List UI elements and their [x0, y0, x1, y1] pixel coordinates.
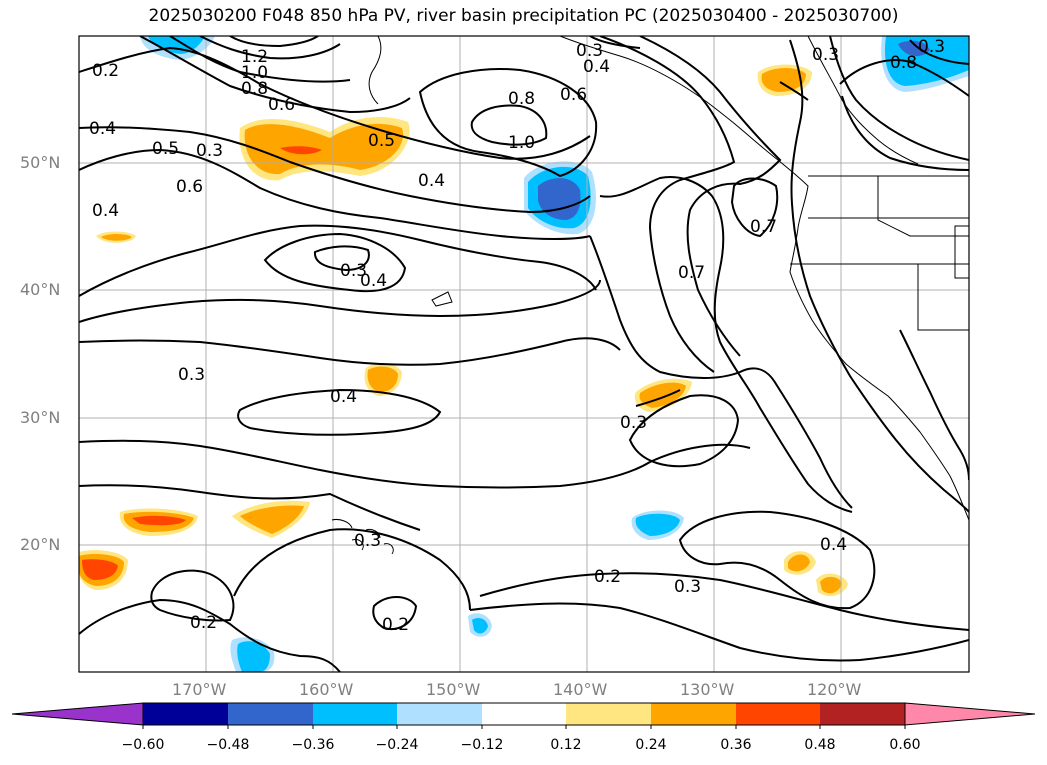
- contour-label: 0.2: [92, 61, 119, 81]
- contour-label: 0.4: [89, 119, 116, 139]
- graticule: [79, 36, 969, 672]
- colorbar-tick-label: −0.12: [460, 737, 504, 753]
- colorbar-tick-label: −0.48: [206, 737, 250, 753]
- contour-label: 0.8: [508, 89, 535, 109]
- contour-label: 1.0: [508, 133, 535, 153]
- contour-label: 0.4: [418, 171, 445, 191]
- colorbar-tick-label: 0.12: [550, 737, 582, 753]
- contour-label: 0.3: [576, 41, 603, 61]
- contour-label: 0.3: [178, 365, 205, 385]
- colorbar-tick-label: 0.24: [635, 737, 667, 753]
- lon-tick-label: 120°W: [807, 680, 862, 699]
- lat-tick-label: 50°N: [20, 153, 61, 172]
- contour-label: 0.6: [176, 177, 203, 197]
- contour-label: 0.2: [382, 615, 409, 635]
- lat-tick-label: 40°N: [20, 280, 61, 299]
- colorbar-swatch: [566, 703, 651, 725]
- contour-label: 0.3: [354, 531, 381, 551]
- colorbar-swatch: [228, 703, 313, 725]
- colorbar-tick-label: 0.60: [889, 737, 921, 753]
- colorbar-swatch: [143, 703, 228, 725]
- lon-tick-label: 130°W: [680, 680, 735, 699]
- contour-label: 0.8: [890, 53, 917, 73]
- contour-label: 0.4: [360, 271, 387, 291]
- contour-label: 0.6: [560, 85, 587, 105]
- contour-label: 0.7: [678, 263, 705, 283]
- contour-label: 0.4: [820, 535, 847, 555]
- colorbar-extend-left: [11, 702, 144, 726]
- colorbar-swatch: [482, 703, 566, 725]
- contour-label: 0.7: [750, 217, 777, 237]
- contour-label: 0.4: [583, 57, 610, 77]
- colorbar-swatch: [313, 703, 397, 725]
- lon-tick-label: 160°W: [299, 680, 354, 699]
- contour-label: 0.3: [674, 577, 701, 597]
- coastlines: [331, 36, 969, 555]
- shaded-anomalies: [79, 36, 969, 672]
- colorbar-tick-label: 0.36: [720, 737, 752, 753]
- colorbar-swatch: [397, 703, 482, 725]
- colorbar-tick-label: −0.24: [375, 737, 419, 753]
- lat-tick-label: 30°N: [20, 408, 61, 427]
- contour-labels: 1.2 1.0 0.8 0.6 0.2 0.4 0.5 0.3 0.6 0.4 …: [89, 37, 945, 635]
- contour-label: 0.8: [241, 79, 268, 99]
- map-title: 2025030200 F048 850 hPa PV, river basin …: [148, 6, 899, 26]
- contour-label: 0.3: [812, 45, 839, 65]
- contour-label: 0.2: [594, 567, 621, 587]
- lon-tick-label: 140°W: [553, 680, 608, 699]
- contour-label: 0.4: [330, 387, 357, 407]
- contour-label: 0.3: [620, 413, 647, 433]
- contour-label: 0.2: [190, 613, 217, 633]
- colorbar-tick-label: −0.60: [121, 737, 165, 753]
- lon-tick-label: 170°W: [172, 680, 227, 699]
- lat-tick-label: 20°N: [20, 535, 61, 554]
- colorbar-swatch: [736, 703, 820, 725]
- lon-tick-label: 150°W: [426, 680, 481, 699]
- contour-label: 0.3: [340, 261, 367, 281]
- colorbar-swatch: [651, 703, 736, 725]
- contour-label: 0.5: [152, 139, 179, 159]
- contour-label: 0.3: [918, 37, 945, 57]
- colorbar-tick-label: −0.36: [291, 737, 335, 753]
- contour-label: 0.4: [92, 201, 119, 221]
- contour-label: 1.2: [241, 47, 268, 67]
- colorbar-tick-label: 0.48: [804, 737, 836, 753]
- contour-label: 0.6: [268, 95, 295, 115]
- contour-label: 0.3: [196, 141, 223, 161]
- map-area: 1.2 1.0 0.8 0.6 0.2 0.4 0.5 0.3 0.6 0.4 …: [79, 36, 969, 672]
- colorbar-extend-right: [904, 702, 1036, 726]
- contour-label: 0.5: [368, 131, 395, 151]
- pv-contours: [79, 36, 969, 672]
- colorbar: [11, 702, 1036, 729]
- map-frame: [78, 35, 970, 673]
- contour-label: 1.0: [241, 63, 268, 83]
- colorbar-swatch: [820, 703, 905, 725]
